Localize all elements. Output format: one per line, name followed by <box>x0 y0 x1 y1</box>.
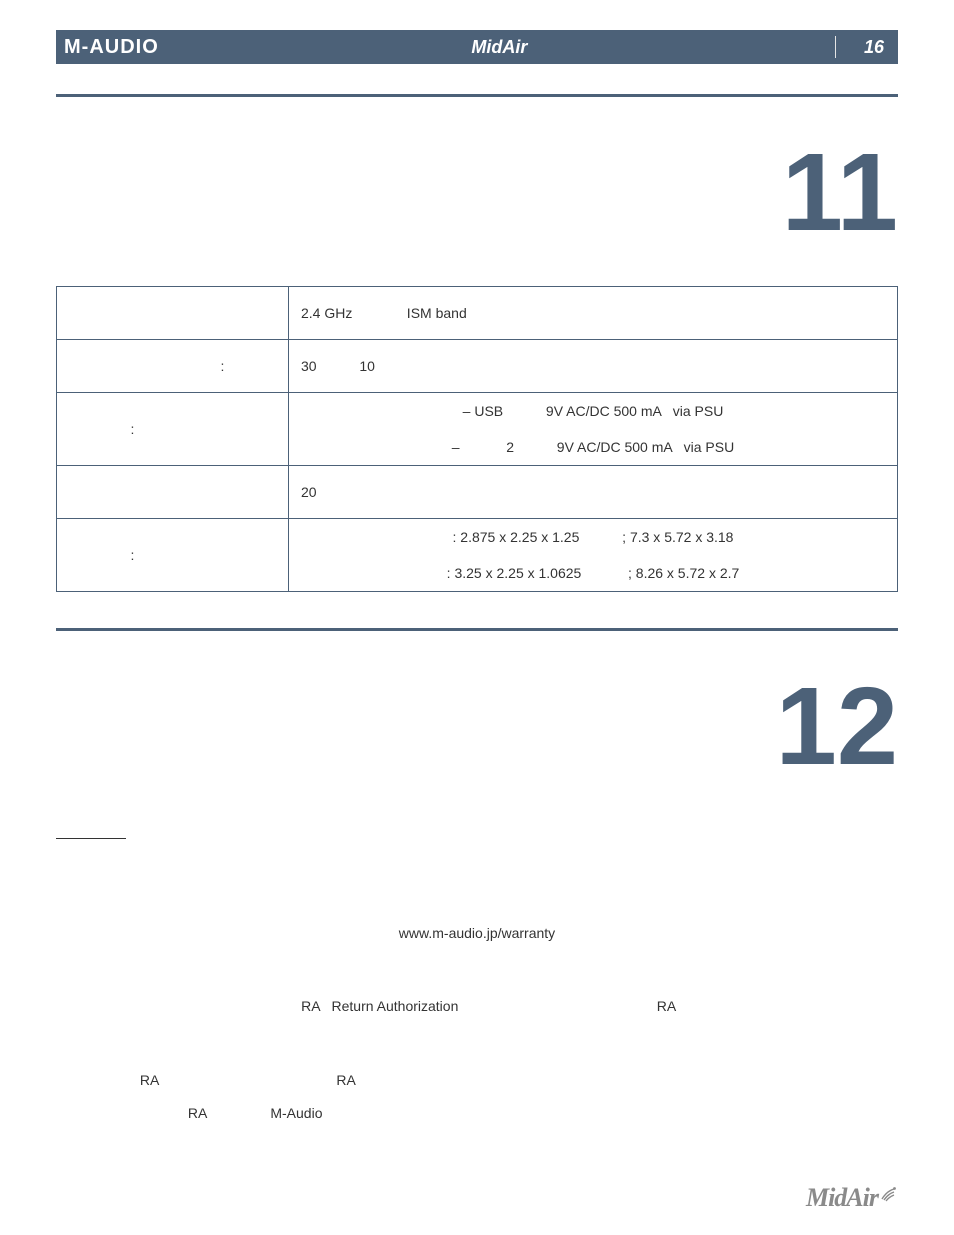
table-row: : : 2.875 x 2.25 x 1.25 ; 7.3 x 5.72 x 3… <box>57 519 898 592</box>
spec-text: : 3.25 x 2.25 x 1.0625 ; 8.26 x 5.72 x 2… <box>289 555 897 591</box>
header-divider <box>835 36 836 58</box>
section-rule-2 <box>56 628 898 631</box>
table-row: 2.4 GHz ISM band <box>57 287 898 340</box>
spec-text: 2.4 GHz ISM band <box>301 305 467 321</box>
section-number-12: 12 <box>56 677 898 776</box>
spec-text: 20 <box>301 484 317 500</box>
warranty-text-ra: RA <box>140 1072 159 1088</box>
spec-text: – USB 9V AC/DC 500 mA via PSU <box>289 393 897 429</box>
warranty-text-ra: RA <box>188 1105 207 1121</box>
spec-value: 2.4 GHz ISM band <box>289 287 898 340</box>
warranty-text: www.m-audio.jp/warranty RA Return Author… <box>56 820 898 1131</box>
brand-label: M-AUDIO <box>64 36 159 59</box>
spec-label: : <box>57 340 289 393</box>
spec-label-text: : <box>221 358 225 374</box>
page-number: 16 <box>864 37 884 58</box>
spec-value: : 2.875 x 2.25 x 1.25 ; 7.3 x 5.72 x 3.1… <box>289 519 898 592</box>
warranty-text-ra: RA <box>336 1072 355 1088</box>
spec-text: – 2 9V AC/DC 500 mA via PSU <box>289 429 897 465</box>
specs-table: 2.4 GHz ISM band : 30 10 : – USB 9V AC/D… <box>56 286 898 592</box>
warranty-url: www.m-audio.jp/warranty <box>399 925 555 941</box>
header-bar: M-AUDIO MidAir 16 <box>56 30 898 64</box>
spec-value: 30 10 <box>289 340 898 393</box>
spec-label: : <box>57 393 289 466</box>
footer-logo: MidAir <box>806 1183 898 1213</box>
spec-value: 20 <box>289 466 898 519</box>
spec-label: : <box>57 519 289 592</box>
spec-label-text: : <box>131 547 135 563</box>
spec-text: 30 10 <box>301 358 375 374</box>
footer-logo-text: MidAir <box>806 1183 878 1213</box>
product-title: MidAir <box>471 37 527 58</box>
wireless-icon <box>880 1185 898 1203</box>
spec-value: – USB 9V AC/DC 500 mA via PSU – 2 9V AC/… <box>289 393 898 466</box>
spec-label <box>57 287 289 340</box>
underline-spacer <box>56 838 126 839</box>
table-row: 20 <box>57 466 898 519</box>
table-row: : – USB 9V AC/DC 500 mA via PSU – 2 9V A… <box>57 393 898 466</box>
warranty-line: RA Return Authorization RA <box>301 998 676 1014</box>
table-row: : 30 10 <box>57 340 898 393</box>
section-number-11: 11 <box>56 143 898 242</box>
spec-text: : 2.875 x 2.25 x 1.25 ; 7.3 x 5.72 x 3.1… <box>289 519 897 555</box>
warranty-text-maudio: M-Audio <box>270 1105 322 1121</box>
spec-label-text: : <box>131 421 135 437</box>
spec-label <box>57 466 289 519</box>
section-rule-1 <box>56 94 898 97</box>
